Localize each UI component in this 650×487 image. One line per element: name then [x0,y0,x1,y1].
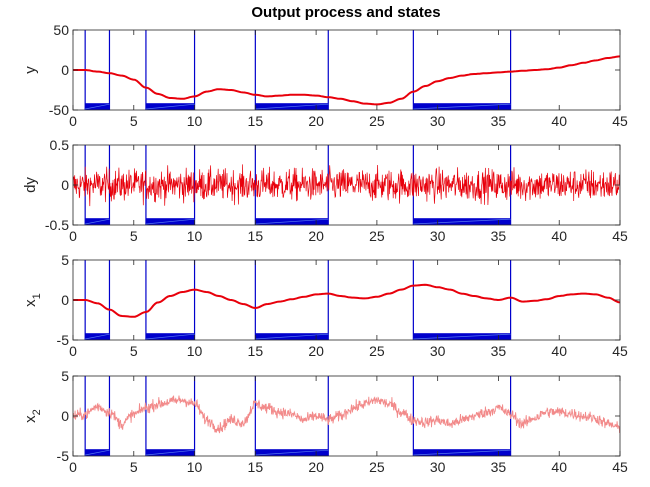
x-tick-label: 45 [612,113,628,129]
x-tick-label: 40 [551,343,567,359]
series-line [73,283,620,318]
x-tick-label: 5 [130,343,138,359]
x-tick-label: 25 [369,228,385,244]
x-tick-label: 0 [69,228,77,244]
x-tick-label: 10 [187,343,203,359]
x-tick-label: 45 [612,459,628,475]
x-tick-label: 10 [187,459,203,475]
x-tick-label: 20 [308,459,324,475]
y-tick-label: -5 [57,332,70,348]
y-axis-label-subscript: 1 [31,293,43,299]
y-tick-label: -5 [57,448,70,464]
interval-1-band-stroke [85,449,110,456]
x-tick-label: 20 [308,343,324,359]
series-line [73,164,620,207]
interval-4-band-stroke [413,103,511,110]
series-line [73,55,620,106]
x-tick-label: 0 [69,343,77,359]
x-tick-label: 10 [187,228,203,244]
y-axis-label-main: x [22,299,39,307]
x-tick-label: 5 [130,113,138,129]
y-axis-label-main: x [22,415,39,423]
interval-4-band-stroke [413,449,511,456]
x-tick-label: 45 [612,343,628,359]
y-tick-label: -0.5 [45,217,69,233]
x-tick-label: 40 [551,113,567,129]
subplot-2: 0 5 10 15 20 25 30 35 40 45-0.500.5dy [22,137,628,244]
y-axis-label-subscript: 2 [31,409,43,415]
y-axis-label: y [22,66,39,74]
x-tick-label: 15 [248,113,264,129]
figure-title: Output process and states [251,4,440,21]
x-tick-label: 30 [430,113,446,129]
interval-1-band-stroke [85,218,110,225]
x-tick-label: 15 [248,459,264,475]
x-tick-label: 0 [69,113,77,129]
x-tick-label: 35 [491,459,507,475]
x-tick-label: 15 [248,343,264,359]
y-axis-label-main: y [22,66,39,74]
x-tick-label: 15 [248,228,264,244]
y-tick-label: 0.5 [50,137,70,153]
y-axis-label: x1 [22,293,43,307]
x-tick-label: 45 [612,228,628,244]
x-tick-label: 30 [430,228,446,244]
x-tick-label: 25 [369,113,385,129]
interval-2-band-stroke [145,103,195,110]
x-tick-label: 20 [308,113,324,129]
y-tick-label: 0 [61,62,69,78]
x-tick-label: 10 [187,113,203,129]
interval-2-band-stroke [145,218,195,225]
y-axis-label-main: dy [22,177,39,193]
interval-1-band-stroke [85,333,110,340]
y-tick-label: 5 [61,252,69,268]
interval-4-band-stroke [413,333,511,340]
x-tick-label: 35 [491,113,507,129]
x-tick-label: 30 [430,343,446,359]
y-tick-label: -50 [49,102,69,118]
x-tick-label: 20 [308,228,324,244]
y-tick-label: 0 [61,292,69,308]
x-tick-label: 5 [130,459,138,475]
y-axis-label: x2 [22,409,43,423]
interval-4-band-stroke [413,218,511,225]
y-tick-label: 0 [61,408,69,424]
interval-2-band-stroke [145,333,195,340]
x-tick-label: 40 [551,228,567,244]
x-tick-label: 35 [491,228,507,244]
x-tick-label: 0 [69,459,77,475]
y-tick-label: 50 [53,22,69,38]
interval-1-band-stroke [85,103,110,110]
x-tick-label: 5 [130,228,138,244]
x-tick-label: 35 [491,343,507,359]
y-axis-label: dy [22,177,39,193]
y-tick-label: 5 [61,368,69,384]
x-tick-label: 25 [369,343,385,359]
series-line [73,395,620,434]
interval-2-band-stroke [145,449,195,456]
y-tick-label: 0 [61,177,69,193]
x-tick-label: 30 [430,459,446,475]
x-tick-label: 40 [551,459,567,475]
x-tick-label: 25 [369,459,385,475]
